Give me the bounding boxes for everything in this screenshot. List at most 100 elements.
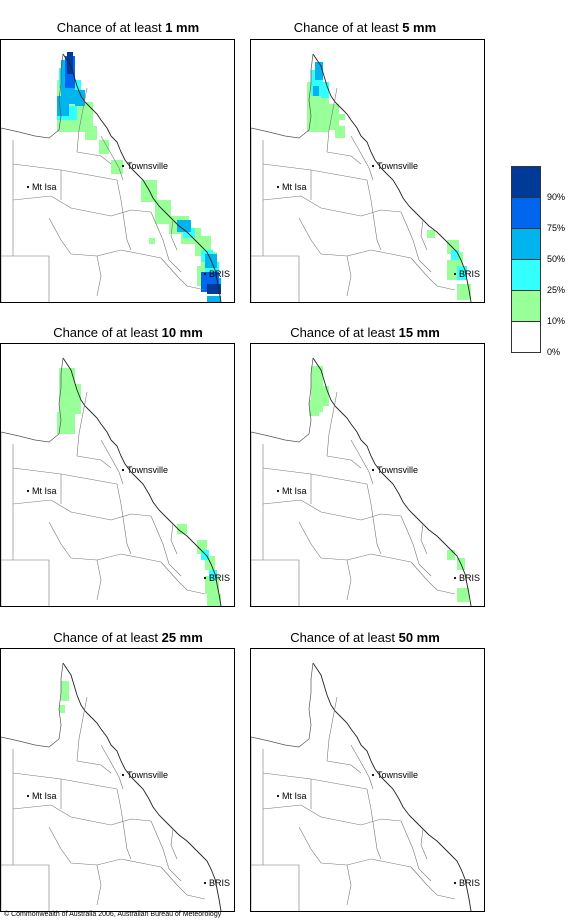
rainfall-probability-cell xyxy=(201,550,209,560)
district-boundary xyxy=(150,820,182,882)
district-boundary xyxy=(326,87,338,153)
legend-swatch-25-50 xyxy=(511,259,541,291)
map-svg: Townsville Mt Isa BRIS xyxy=(1,52,230,302)
district-boundary xyxy=(170,523,178,555)
rainfall-probability-cell xyxy=(457,284,471,300)
panel-title-1mm: Chance of at least 1 mm xyxy=(3,20,253,35)
coastline xyxy=(312,53,472,302)
mt-isa-label: Mt Isa xyxy=(32,182,57,192)
district-boundary xyxy=(116,179,132,251)
townsville-label: Townsville xyxy=(377,161,418,171)
townsville-marker xyxy=(371,164,375,168)
district-boundary xyxy=(326,696,338,762)
district-boundary xyxy=(366,788,382,860)
district-boundary xyxy=(251,864,300,911)
district-boundary xyxy=(410,561,456,595)
bris-marker xyxy=(453,881,457,885)
townsville-label: Townsville xyxy=(377,465,418,475)
mt-isa-marker xyxy=(26,185,30,189)
district-boundary xyxy=(410,866,456,900)
panel-title-50mm: Chance of at least 50 mm xyxy=(240,630,490,645)
map-15mm: Townsville Mt Isa BRIS xyxy=(250,343,485,607)
bris-marker xyxy=(453,272,457,276)
title-prefix: Chance of at least xyxy=(53,630,158,645)
district-boundary xyxy=(251,559,300,606)
district-boundary xyxy=(326,391,338,457)
district-boundary xyxy=(100,439,124,485)
district-boundary xyxy=(420,828,428,860)
map-1mm: Townsville Mt Isa BRIS xyxy=(0,39,235,303)
map-svg: Townsville Mt Isa BRIS xyxy=(251,53,480,302)
rainfall-probability-cell xyxy=(61,681,69,701)
coastline xyxy=(62,662,222,911)
district-boundary xyxy=(12,163,118,181)
townsville-marker xyxy=(121,773,125,777)
district-boundary xyxy=(350,135,374,181)
district-boundary xyxy=(326,760,362,774)
bris-label: BRIS xyxy=(459,878,480,888)
legend-label-75: 75% xyxy=(547,223,566,233)
rainfall-probability-cell xyxy=(79,102,93,132)
district-boundary xyxy=(1,864,50,911)
district-boundary xyxy=(400,515,432,577)
townsville-label: Townsville xyxy=(377,770,418,780)
rainfall-probability-cell xyxy=(73,384,81,414)
rainfall-probability-cell xyxy=(427,230,435,238)
map-50mm: Townsville Mt Isa BRIS xyxy=(250,648,485,912)
district-boundary xyxy=(76,696,88,762)
district-boundary xyxy=(298,521,412,563)
rainfall-probability-cell xyxy=(197,540,207,554)
district-boundary xyxy=(262,804,402,826)
district-boundary xyxy=(48,217,162,259)
rainfall-probability-cell xyxy=(209,570,217,580)
panel-title-15mm: Chance of at least 15 mm xyxy=(240,325,490,340)
legend-label-25: 25% xyxy=(547,285,566,295)
coastline xyxy=(62,53,222,302)
district-boundary xyxy=(76,760,112,774)
rainfall-probability-cell xyxy=(71,80,81,96)
district-boundary xyxy=(116,788,132,860)
gulf-coast xyxy=(1,357,64,443)
district-boundary xyxy=(12,467,118,485)
district-boundary xyxy=(96,559,102,601)
map-svg: Townsville Mt Isa BRIS xyxy=(251,662,480,911)
townsville-marker xyxy=(371,468,375,472)
rainfall-probability-cell xyxy=(315,62,323,80)
bris-label: BRIS xyxy=(209,878,230,888)
map-5mm: Townsville Mt Isa BRIS xyxy=(250,39,485,303)
rainfall-probability-cell xyxy=(457,588,469,602)
bris-label: BRIS xyxy=(209,269,230,279)
district-boundary xyxy=(346,559,352,601)
rainfall-probability-cell xyxy=(149,238,155,244)
district-boundary xyxy=(1,255,50,302)
mt-isa-marker xyxy=(26,489,30,493)
district-boundary xyxy=(350,439,374,485)
district-boundary xyxy=(48,826,162,868)
district-boundary xyxy=(420,523,428,555)
district-boundary xyxy=(350,744,374,790)
legend-swatch-0-10 xyxy=(511,321,541,353)
title-prefix: Chance of at least xyxy=(53,325,158,340)
townsville-marker xyxy=(371,773,375,777)
townsville-label: Townsville xyxy=(127,465,168,475)
title-amount: 25 mm xyxy=(161,630,203,645)
legend-swatch-75-90 xyxy=(511,197,541,229)
title-prefix: Chance of at least xyxy=(290,325,395,340)
title-amount: 50 mm xyxy=(398,630,440,645)
rainfall-probability-cell xyxy=(59,705,65,713)
gulf-coast xyxy=(1,53,64,139)
rainfall-probability-cell xyxy=(111,160,123,174)
mt-isa-marker xyxy=(276,489,280,493)
mt-isa-marker xyxy=(276,794,280,798)
district-boundary xyxy=(116,483,132,555)
district-boundary xyxy=(160,561,206,595)
district-boundary xyxy=(12,499,152,521)
townsville-marker xyxy=(121,468,125,472)
bris-marker xyxy=(453,576,457,580)
district-boundary xyxy=(400,820,432,882)
district-boundary xyxy=(160,257,206,291)
district-boundary xyxy=(76,151,112,165)
map-svg: Townsville Mt Isa BRIS xyxy=(1,357,230,606)
mt-isa-label: Mt Isa xyxy=(282,182,307,192)
townsville-marker xyxy=(121,164,125,168)
